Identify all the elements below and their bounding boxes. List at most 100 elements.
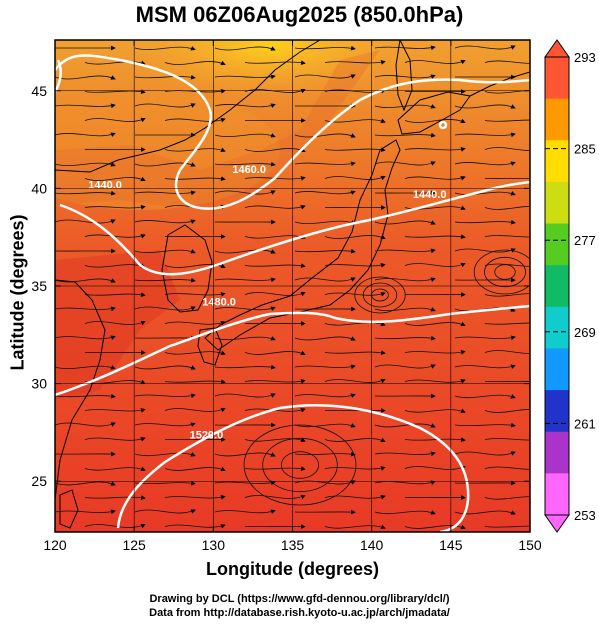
streamline [324,350,386,355]
streamline [374,307,436,312]
streamline [214,190,276,195]
streamline [374,335,436,341]
streamline [134,509,196,514]
x-tick-label: 145 [439,537,463,553]
streamline [374,451,436,457]
credit-drawing: Drawing by DCL (https://www.gfd-dennou.o… [149,593,450,605]
streamline [404,465,466,471]
streamline [294,336,356,341]
colorbar-segment [545,265,569,308]
eddy-streamline [362,282,398,308]
streamline [374,132,436,138]
colorbar-segment [545,181,569,225]
streamline [294,248,356,254]
streamline [404,118,466,124]
streamline [324,437,386,443]
streamline [484,119,530,122]
streamline [484,263,530,267]
streamline [484,322,530,325]
streamline [294,161,356,167]
streamline [454,510,516,515]
streamline [134,393,196,399]
streamline [324,262,386,268]
colorbar-tick-label: 277 [574,233,596,248]
y-tick-label: 30 [31,376,47,392]
x-tick-label: 140 [360,537,384,553]
streamline [244,466,306,471]
streamline [244,263,306,268]
x-tick-label: 135 [281,537,305,553]
streamline [294,45,356,51]
streamline [374,364,436,369]
streamline [214,452,276,457]
streamline [374,480,436,486]
colorbar-segment [545,223,569,266]
streamline [84,117,146,123]
streamline [55,335,116,340]
streamline [404,175,466,181]
streamline [164,523,226,529]
colorbar-tick-label: 261 [574,416,596,431]
streamline [404,205,466,211]
x-axis-label: Longitude (degrees) [205,559,379,579]
streamline [55,190,116,196]
streamline [244,204,306,210]
streamline [484,350,530,354]
streamline [55,219,116,224]
eddy-streamline [262,437,338,493]
contour-label: 1440.0 [413,189,447,201]
streamline [294,74,356,79]
y-axis-ticks: 25 30 35 40 45 [31,83,530,489]
streamline [55,481,116,486]
y-tick-label: 40 [31,180,47,196]
eddy-streamline [354,276,406,314]
eddy-streamline [484,256,526,288]
streamline [294,451,356,457]
streamline [454,394,516,399]
streamline [214,161,276,167]
streamline [484,293,530,297]
streamline [294,393,356,398]
streamline [484,60,530,64]
streamline [55,306,116,312]
streamline [84,466,146,472]
y-tick-label: 25 [31,473,47,489]
colorbar-tick-label: 253 [574,508,596,523]
streamline [294,220,356,225]
colorbar-segment [545,390,569,433]
streamline [454,451,516,456]
streamline [244,437,306,443]
streamline [164,320,226,326]
colorbar-segment [545,431,569,474]
contour-label: 1460.0 [232,164,266,176]
streamline [404,349,466,355]
colorbar-segment [545,98,569,141]
streamline [214,46,276,51]
streamline [244,291,306,297]
streamline [214,277,276,283]
credit-data: Data from http://database.rish.kyoto-u.a… [149,607,450,619]
streamline [214,393,276,398]
streamline [164,263,226,269]
streamline [84,205,146,210]
streamline [214,509,276,515]
streamline [404,524,466,530]
streamline [404,234,466,239]
colorbar-segment [545,140,569,183]
streamline [454,104,516,109]
streamline [454,161,516,166]
streamline [484,90,530,94]
streamline [454,335,516,341]
streamline [324,234,386,240]
x-axis-ticks: 120 125 130 135 140 145 150 [43,40,542,553]
streamline [84,495,146,500]
streamline [84,292,146,297]
streamline [134,277,196,283]
streamline [164,466,226,472]
colorbar-segment [545,348,569,391]
streamline [214,74,276,80]
streamline [55,393,116,399]
streamline [374,248,436,254]
geopotential-contours [55,54,530,532]
